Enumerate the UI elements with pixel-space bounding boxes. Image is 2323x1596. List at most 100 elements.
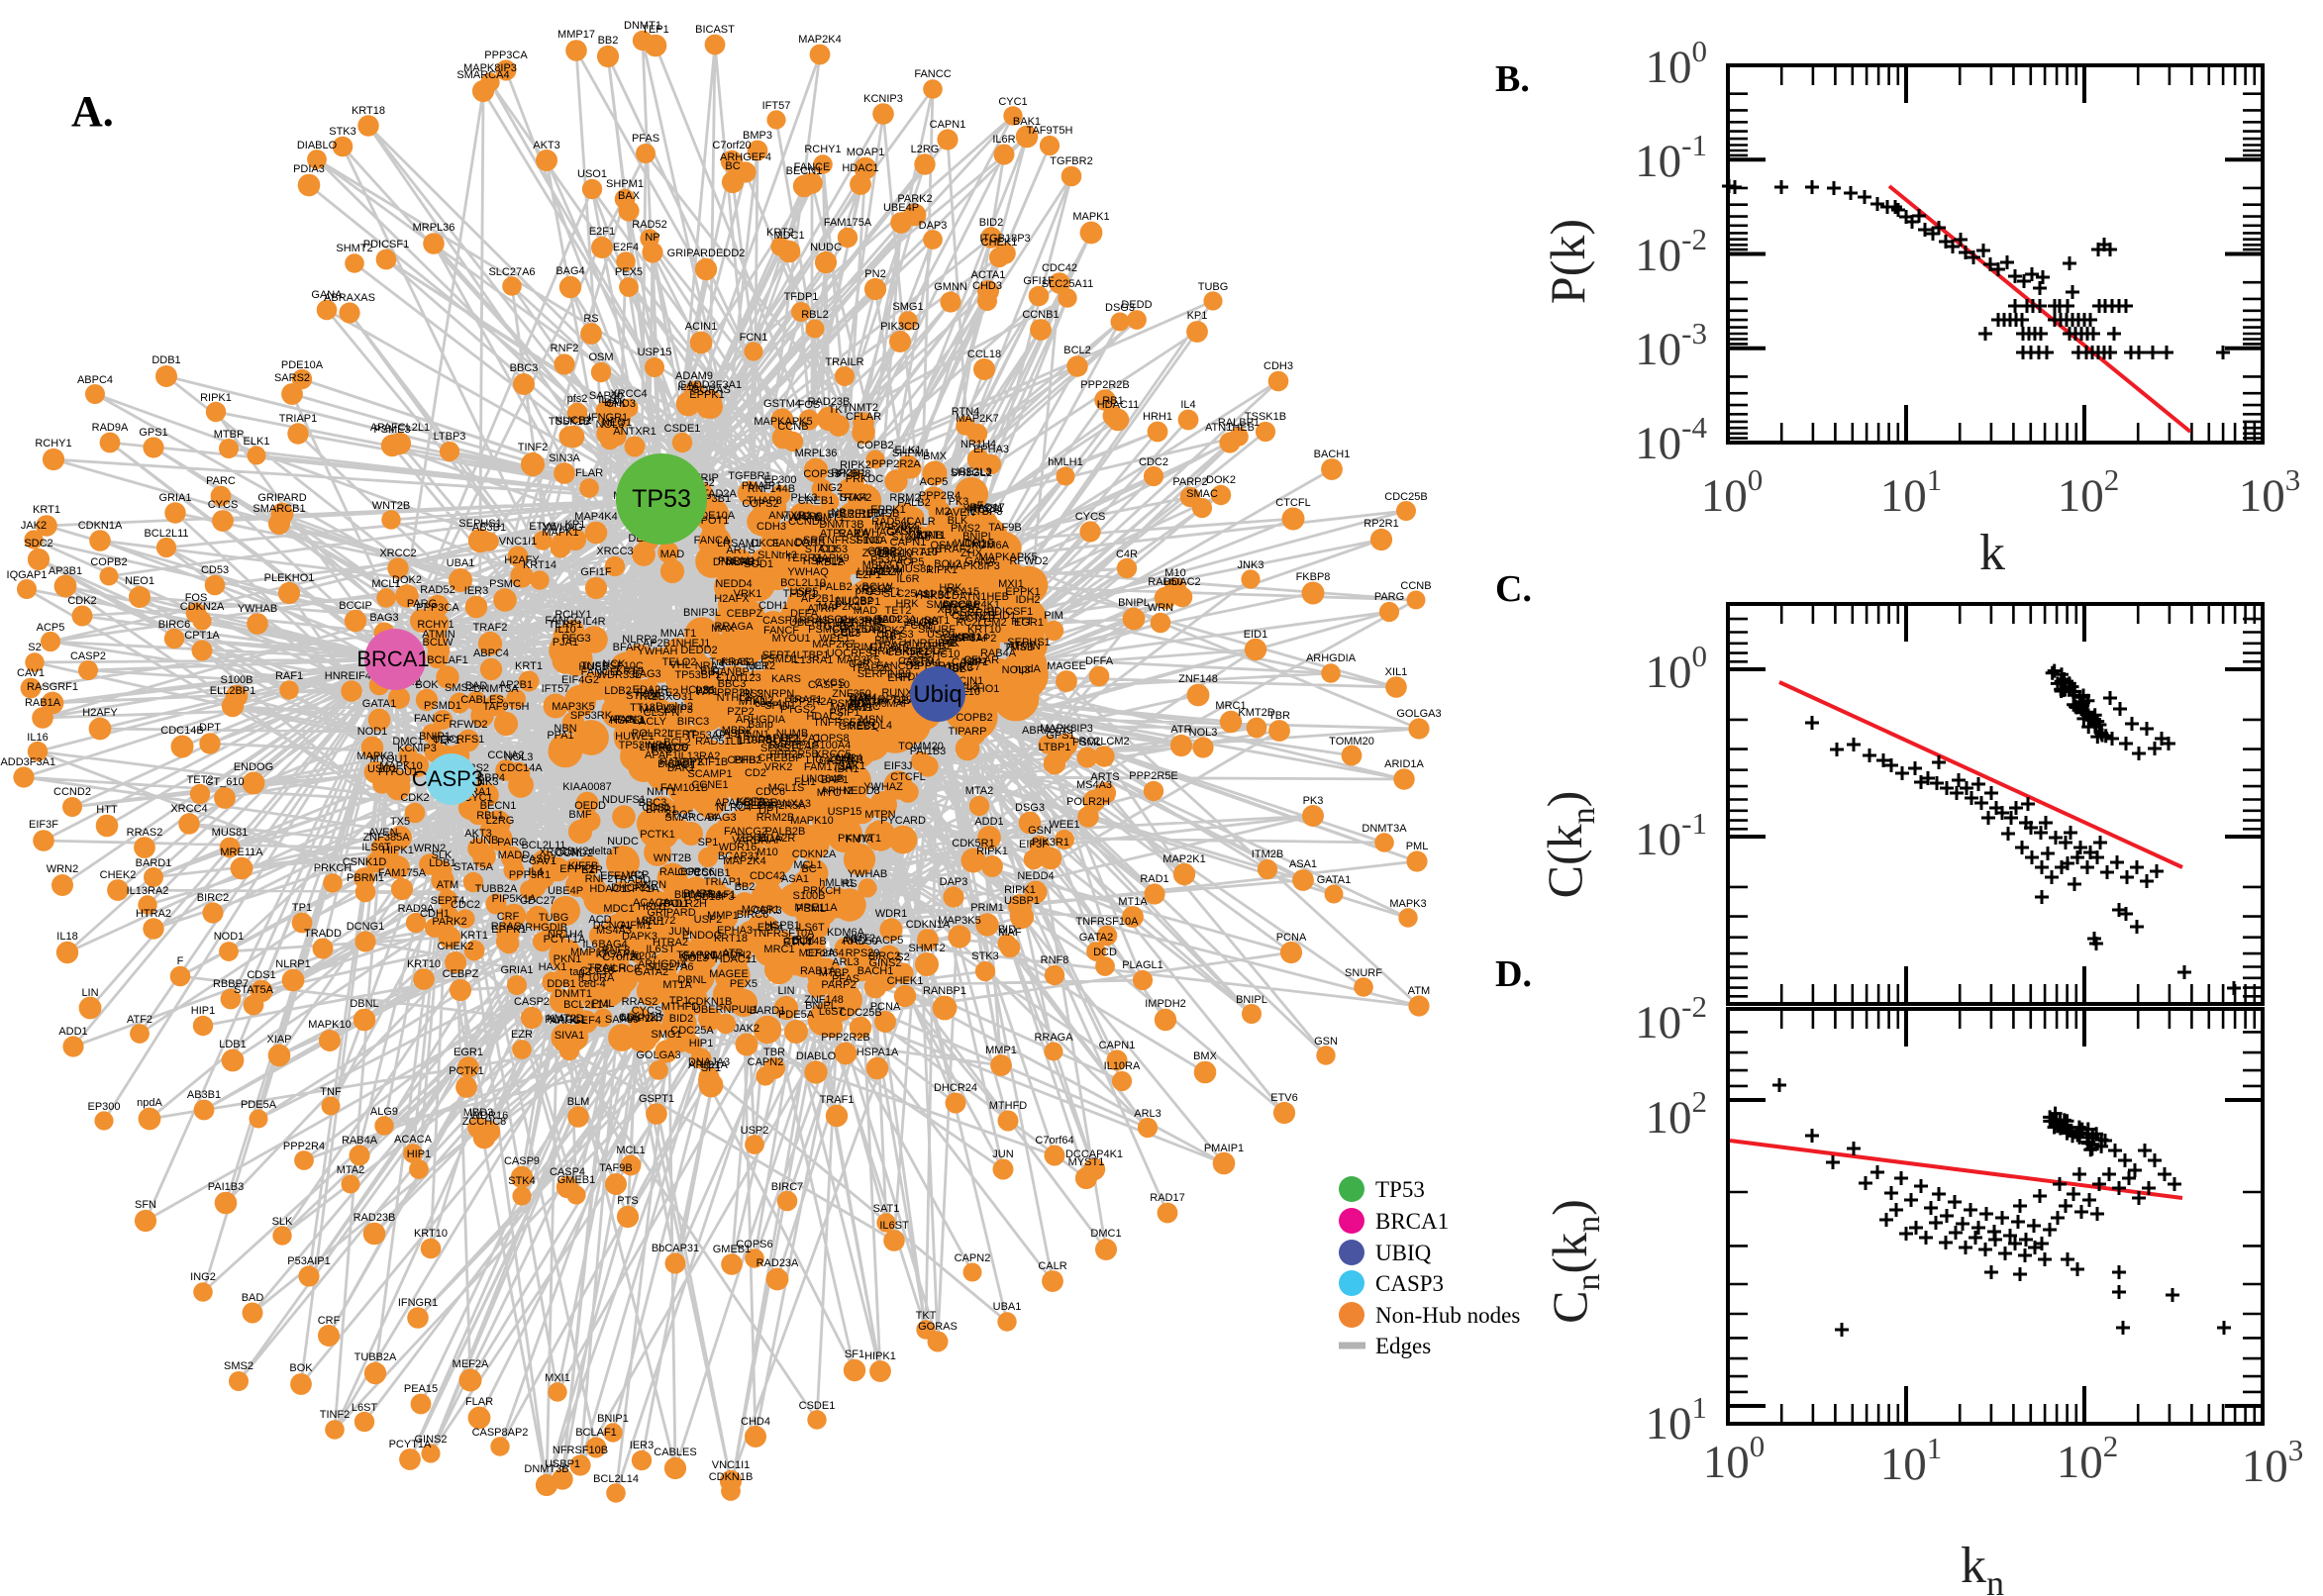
svg-text:HSPA1A: HSPA1A [857, 1047, 899, 1058]
svg-text:BCL2: BCL2 [934, 558, 961, 570]
svg-text:COPS8: COPS8 [812, 733, 849, 745]
svg-text:RALBP1: RALBP1 [659, 866, 701, 878]
svg-text:ARTS: ARTS [726, 545, 755, 556]
svg-text:WDR1: WDR1 [875, 908, 907, 920]
svg-text:RAD23A: RAD23A [874, 614, 917, 626]
svg-text:CCL18: CCL18 [580, 965, 614, 977]
svg-text:ERH: ERH [887, 672, 910, 684]
svg-text:ARL3: ARL3 [1134, 1108, 1162, 1120]
svg-text:TRIAP1: TRIAP1 [279, 413, 318, 425]
svg-text:IL6ST: IL6ST [646, 944, 675, 955]
svg-text:STK3: STK3 [329, 126, 356, 138]
svg-text:PSIP1: PSIP1 [829, 707, 859, 719]
svg-text:D.: D. [1495, 953, 1532, 995]
svg-text:LTBP3: LTBP3 [434, 431, 466, 443]
svg-text:KRT1: KRT1 [918, 530, 946, 542]
svg-text:ILS6T: ILS6T [795, 922, 825, 934]
svg-text:NLRP2: NLRP2 [622, 634, 656, 646]
svg-text:RAD51L1: RAD51L1 [695, 736, 743, 748]
svg-text:KRT10: KRT10 [414, 1228, 448, 1240]
svg-text:STK4: STK4 [508, 1175, 536, 1187]
svg-text:CASP8AP2: CASP8AP2 [941, 633, 997, 645]
svg-text:GSTM4: GSTM4 [763, 398, 801, 410]
svg-text:XRCC6: XRCC6 [539, 847, 575, 858]
svg-text:LTBP4: LTBP4 [640, 742, 672, 753]
svg-text:npdA: npdA [137, 1097, 162, 1109]
svg-text:STK4: STK4 [840, 492, 867, 504]
svg-text:MXI1: MXI1 [998, 578, 1024, 590]
svg-text:KRT9: KRT9 [616, 665, 644, 677]
svg-text:KRAS: KRAS [721, 656, 751, 668]
svg-text:SLK: SLK [272, 1216, 293, 1228]
svg-text:PFAS: PFAS [832, 973, 859, 985]
svg-text:ARHGDIB: ARHGDIB [518, 922, 567, 934]
svg-text:NUCB2: NUCB2 [836, 595, 872, 607]
svg-text:AC1: AC1 [673, 759, 694, 771]
svg-text:PPP2R4: PPP2R4 [283, 1141, 325, 1152]
svg-text:TGFBR1: TGFBR1 [817, 621, 859, 633]
svg-text:RAD51: RAD51 [743, 734, 777, 746]
svg-text:KP1: KP1 [1187, 310, 1208, 322]
svg-text:RS: RS [583, 313, 598, 325]
svg-text:BCLAF1: BCLAF1 [575, 1427, 617, 1439]
svg-text:TOMM20: TOMM20 [1329, 736, 1374, 748]
svg-text:tag2: tag2 [569, 966, 590, 978]
svg-text:ABPC4: ABPC4 [77, 374, 113, 386]
svg-text:ARHGDIA: ARHGDIA [736, 714, 786, 726]
svg-text:CASP3: CASP3 [1375, 1271, 1444, 1296]
svg-text:ARHGDIA: ARHGDIA [638, 958, 688, 970]
svg-text:MAD: MAD [854, 605, 878, 617]
svg-text:PALB2: PALB2 [819, 581, 852, 593]
svg-text:C4R: C4R [849, 658, 870, 670]
svg-text:ABRAXAS: ABRAXAS [1022, 725, 1073, 737]
svg-text:BAX: BAX [618, 190, 641, 202]
svg-text:HAX1: HAX1 [850, 694, 878, 706]
svg-text:GADD3F3A1: GADD3F3A1 [678, 379, 742, 391]
svg-text:TRAF2: TRAF2 [877, 640, 912, 651]
svg-text:BAK1: BAK1 [1013, 116, 1041, 128]
svg-text:RUNX1: RUNX1 [881, 687, 918, 699]
svg-text:DAP3: DAP3 [940, 876, 968, 888]
svg-text:BNIPL: BNIPL [962, 531, 994, 543]
svg-text:ATF2: ATF2 [127, 1014, 152, 1026]
svg-text:BB2: BB2 [598, 35, 619, 47]
svg-text:MAP2K7: MAP2K7 [621, 1013, 663, 1025]
svg-text:IL16: IL16 [27, 732, 48, 744]
svg-text:FAM175A: FAM175A [378, 867, 427, 879]
svg-text:RAF1: RAF1 [275, 670, 303, 682]
svg-text:UBERNPUL1: UBERNPUL1 [693, 1004, 758, 1016]
svg-text:CDKN2A: CDKN2A [792, 848, 837, 860]
svg-text:MMP17: MMP17 [570, 947, 608, 958]
svg-text:OSM: OSM [930, 540, 955, 551]
svg-text:SIVA1: SIVA1 [555, 1030, 584, 1042]
svg-text:DNMT3A: DNMT3A [1362, 823, 1407, 835]
svg-text:KRT10: KRT10 [967, 624, 1001, 636]
svg-text:BMX: BMX [923, 450, 948, 462]
svg-text:MTHFD: MTHFD [989, 1100, 1028, 1112]
svg-text:PCYT1A: PCYT1A [544, 934, 586, 946]
svg-text:BCLW: BCLW [423, 637, 454, 648]
svg-text:MCL1: MCL1 [793, 859, 822, 871]
svg-text:Tnfaip8l2: Tnfaip8l2 [709, 656, 754, 668]
svg-text:UBE4P: UBE4P [548, 885, 583, 897]
svg-text:PALB2: PALB2 [897, 497, 930, 509]
svg-text:XRCC3: XRCC3 [962, 504, 999, 516]
svg-text:IRS2: IRS2 [740, 688, 763, 700]
svg-text:BBC3: BBC3 [639, 797, 667, 809]
svg-text:ZCCHC10: ZCCHC10 [862, 548, 913, 559]
svg-text:TRAF2: TRAF2 [838, 492, 872, 504]
svg-text:AB3B1: AB3B1 [187, 1089, 221, 1101]
svg-text:PELM: PELM [873, 566, 903, 578]
svg-text:ACLY: ACLY [639, 716, 667, 728]
svg-text:RBBP4: RBBP4 [469, 772, 505, 784]
svg-text:HIP1: HIP1 [964, 656, 988, 668]
svg-text:TRAILR: TRAILR [825, 356, 863, 368]
svg-text:PKN2: PKN2 [746, 695, 774, 707]
svg-text:KP1: KP1 [565, 519, 586, 531]
svg-text:NOL3: NOL3 [1002, 664, 1031, 676]
svg-text:SNRPN: SNRPN [757, 688, 795, 700]
svg-text:CDC14A: CDC14A [499, 762, 543, 774]
svg-text:HSPB1: HSPB1 [764, 920, 800, 932]
svg-text:PEA15: PEA15 [946, 586, 979, 598]
svg-text:CHEK1: CHEK1 [887, 975, 924, 987]
